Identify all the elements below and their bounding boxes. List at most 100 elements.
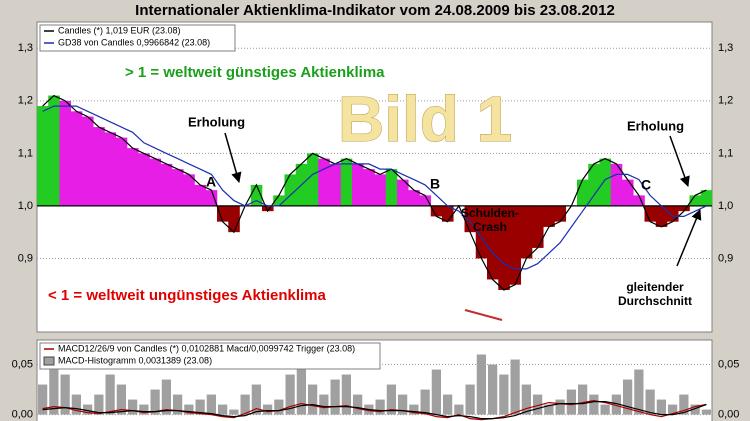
histogram-bar [578,384,588,415]
climate-bar [70,111,83,206]
y-tick-label: 1,2 [18,95,33,107]
histogram-bar [431,369,441,415]
climate-bar [352,163,364,206]
climate-bar [498,205,510,290]
histogram-bar [488,364,498,415]
histogram-bar [38,384,48,415]
histogram-bar [420,389,430,415]
y-tick-label: 1,0 [718,200,733,212]
climate-bar [678,205,690,212]
climate-bar [700,190,713,206]
histogram-bar [499,374,509,415]
histogram-bar [566,389,576,415]
annotation: A [206,174,216,190]
histogram-bar [71,394,81,415]
histogram-bar [544,404,554,415]
annotation: Erholung [188,114,245,129]
climate-bar [307,153,319,206]
y-tick-label: 1,3 [718,42,733,54]
annotation-box: Schulden-Crash [460,206,519,234]
legend-swatch [43,356,55,366]
climate-bar [610,163,623,206]
climate-bar [138,153,150,206]
climate-bar [430,205,443,217]
annotation: Schulden-Crash [460,206,519,234]
annotation: > 1 = weltweit günstiges Aktienklima [125,64,385,81]
histogram-bar [173,394,183,415]
histogram-bar [386,384,396,415]
histogram-bar [139,404,149,415]
histogram-bar [150,389,160,415]
histogram-bar [589,394,599,415]
histogram-bar [465,384,475,415]
climate-bar [487,205,499,280]
histogram-bar [296,364,306,415]
climate-bar [397,179,409,206]
climate-bar [689,195,702,206]
legend-box [39,342,381,370]
climate-bar [228,205,240,233]
climate-bar [149,158,162,206]
histogram-bar [690,404,700,415]
y-tick-label: 1,2 [718,95,733,107]
climate-bar [37,106,49,206]
histogram-bar [161,379,171,415]
histogram-bar [555,399,565,415]
y-tick-label: 1,0 [18,200,33,212]
series-line [42,94,707,291]
histogram-bar [645,389,655,415]
histogram-bar [94,394,104,415]
climate-bar [93,127,105,206]
climate-bar [644,205,657,222]
annotation-box: gleitender Durchschnitt [618,280,692,308]
annotation: C [641,177,651,193]
y-tick-label: 1,1 [18,147,33,159]
climate-bar [543,205,555,227]
climate-bar [464,205,477,233]
histogram-bar [263,404,273,415]
climate-bar [273,195,285,206]
climate-bar [408,190,420,206]
y-tick-label: 1,3 [18,42,33,54]
histogram-bar [229,409,239,415]
arrow [676,209,702,267]
y-tick-label: 0,9 [18,252,33,264]
climate-bar [183,174,195,206]
arrow [669,135,690,187]
histogram-bar [521,384,531,415]
y-tick-label: 1,1 [718,147,733,159]
climate-bar [385,169,398,206]
climate-bar [577,179,589,206]
climate-bar [419,195,432,206]
histogram-bar [240,394,250,415]
climate-bar [115,137,128,206]
histogram-bar [308,384,318,415]
climate-bar [205,190,218,206]
histogram-bar [49,369,59,415]
histogram-bar [60,374,70,415]
climate-bar [374,174,387,206]
histogram-bar [476,354,486,415]
climate-bar [475,205,488,259]
legend-label: MACD12/26/9 von Candles (*) 0,0102881 Ma… [58,343,355,353]
page-title: Internationaler Aktienklima-Indikator vo… [135,2,615,19]
histogram-bar [83,404,93,415]
climate-bar [532,205,544,248]
series-line [42,401,707,420]
climate-bar [340,158,353,206]
histogram-bar [184,404,194,415]
climate-bar [509,205,522,285]
legend-label: MACD-Histogramm 0,0031389 (23.08) [58,355,212,365]
annotation: < 1 = weltweit ungünstiges Aktienklima [48,287,327,304]
histogram-bar [600,404,610,415]
climate-bar [48,95,60,206]
histogram-bar [195,399,205,415]
annotations: > 1 = weltweit günstiges Aktienklima < 1… [48,64,702,321]
arrow [224,132,242,184]
histogram-bar [634,369,644,415]
histogram-bar [623,379,633,415]
climate-bar [588,163,600,206]
climate-bar [599,158,612,206]
histogram-bar [375,399,385,415]
